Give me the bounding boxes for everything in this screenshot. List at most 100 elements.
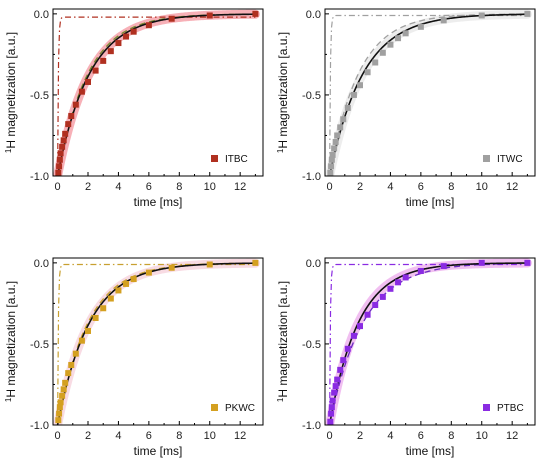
data-point xyxy=(206,261,213,268)
data-point xyxy=(78,337,85,344)
x-tick-label: 8 xyxy=(448,430,454,442)
y-axis-label: 1H magnetization [a.u.] xyxy=(276,281,291,402)
data-point xyxy=(123,280,130,287)
data-point xyxy=(145,22,152,29)
data-point xyxy=(328,404,335,411)
data-point xyxy=(344,104,351,111)
data-point xyxy=(59,392,66,399)
data-point xyxy=(379,49,386,56)
x-axis-label: time [ms] xyxy=(406,444,455,458)
x-tick-label: 0 xyxy=(55,430,61,442)
y-axis-label: 1H magnetization [a.u.] xyxy=(4,32,19,153)
x-tick-label: 12 xyxy=(506,181,518,193)
data-point xyxy=(327,169,334,176)
x-axis-label: time [ms] xyxy=(406,195,455,209)
data-point xyxy=(123,33,130,40)
y-tick-label: 0.0 xyxy=(34,9,49,21)
fit-error-band xyxy=(325,258,532,425)
data-point xyxy=(524,259,531,266)
x-tick-label: 10 xyxy=(204,181,216,193)
data-point xyxy=(168,15,175,22)
data-point xyxy=(60,137,67,144)
data-point xyxy=(60,386,67,393)
plot-area xyxy=(325,258,532,425)
x-tick-label: 6 xyxy=(146,430,152,442)
data-point xyxy=(55,169,62,176)
slow-component-line xyxy=(329,262,528,425)
data-point xyxy=(85,327,91,334)
data-point xyxy=(357,82,363,89)
x-tick-label: 0 xyxy=(327,181,333,193)
data-point xyxy=(130,276,137,283)
data-point xyxy=(372,302,379,309)
data-point xyxy=(328,410,335,417)
data-point xyxy=(72,350,79,357)
panel-pkwc: 0 2 4 6 8 10 12 -1.0 -0.5 0.0 time [ms] 1H magnetiz… xyxy=(4,257,264,458)
x-tick-label: 10 xyxy=(204,430,216,442)
data-point xyxy=(206,12,213,19)
fit-error-band xyxy=(325,9,532,176)
y-axis-label-text: H magnetization [a.u.] xyxy=(4,281,18,398)
data-point xyxy=(327,418,334,425)
data-point xyxy=(417,267,424,274)
data-point xyxy=(65,370,72,377)
x-axis-label: time [ms] xyxy=(134,444,183,458)
legend-marker xyxy=(211,404,218,411)
data-point xyxy=(331,389,338,396)
x-tick-label: 12 xyxy=(506,430,518,442)
data-point xyxy=(145,269,152,276)
data-point xyxy=(350,332,357,339)
data-point xyxy=(337,366,344,373)
data-point xyxy=(92,314,99,321)
fit-error-band xyxy=(53,9,260,176)
data-point xyxy=(65,121,72,128)
data-point xyxy=(329,397,336,404)
data-point xyxy=(334,376,341,383)
data-point xyxy=(350,91,357,98)
data-point xyxy=(56,404,63,411)
plot-frame xyxy=(324,8,536,177)
x-tick-label: 6 xyxy=(146,181,152,193)
fast-component-line xyxy=(56,16,256,176)
data-point xyxy=(57,399,64,406)
data-point xyxy=(402,30,409,37)
data-point xyxy=(331,145,338,152)
data-point xyxy=(252,259,259,266)
data-point xyxy=(68,113,75,120)
plot-area xyxy=(325,9,532,176)
y-tick-label: -1.0 xyxy=(30,420,49,432)
x-tick-label: 0 xyxy=(327,430,333,442)
data-point xyxy=(328,156,335,163)
y-tick-label: 0.0 xyxy=(306,9,321,21)
data-point xyxy=(478,12,485,19)
data-point xyxy=(56,156,63,163)
data-point xyxy=(364,69,371,76)
data-point xyxy=(85,78,91,85)
x-axis-label: time [ms] xyxy=(134,195,183,209)
data-point xyxy=(357,323,363,330)
slow-component-line xyxy=(57,13,256,176)
data-point xyxy=(379,293,386,300)
data-point xyxy=(100,305,107,312)
y-tick-label: 0.0 xyxy=(34,258,49,270)
y-axis-label: 1H magnetization [a.u.] xyxy=(4,281,19,402)
legend-label: PTBC xyxy=(497,403,524,414)
data-point xyxy=(440,17,447,24)
y-axis-label-text: H magnetization [a.u.] xyxy=(276,32,290,149)
data-point xyxy=(417,23,424,30)
fit-error-band xyxy=(53,258,260,425)
legend-label: PKWC xyxy=(225,403,255,414)
data-point xyxy=(340,116,347,123)
y-axis-label-superscript: 1 xyxy=(276,397,285,402)
y-axis-label-superscript: 1 xyxy=(276,148,285,153)
x-tick-label: 8 xyxy=(176,430,182,442)
data-point xyxy=(55,417,62,424)
legend-marker xyxy=(483,155,490,162)
panel-ptbc: 0 2 4 6 8 10 12 -1.0 -0.5 0.0 time [ms] 1H magnetiz… xyxy=(276,257,536,458)
data-point xyxy=(332,138,339,145)
x-tick-label: 4 xyxy=(115,430,121,442)
data-point xyxy=(115,287,122,294)
data-point xyxy=(56,163,63,170)
x-tick-label: 6 xyxy=(418,181,424,193)
